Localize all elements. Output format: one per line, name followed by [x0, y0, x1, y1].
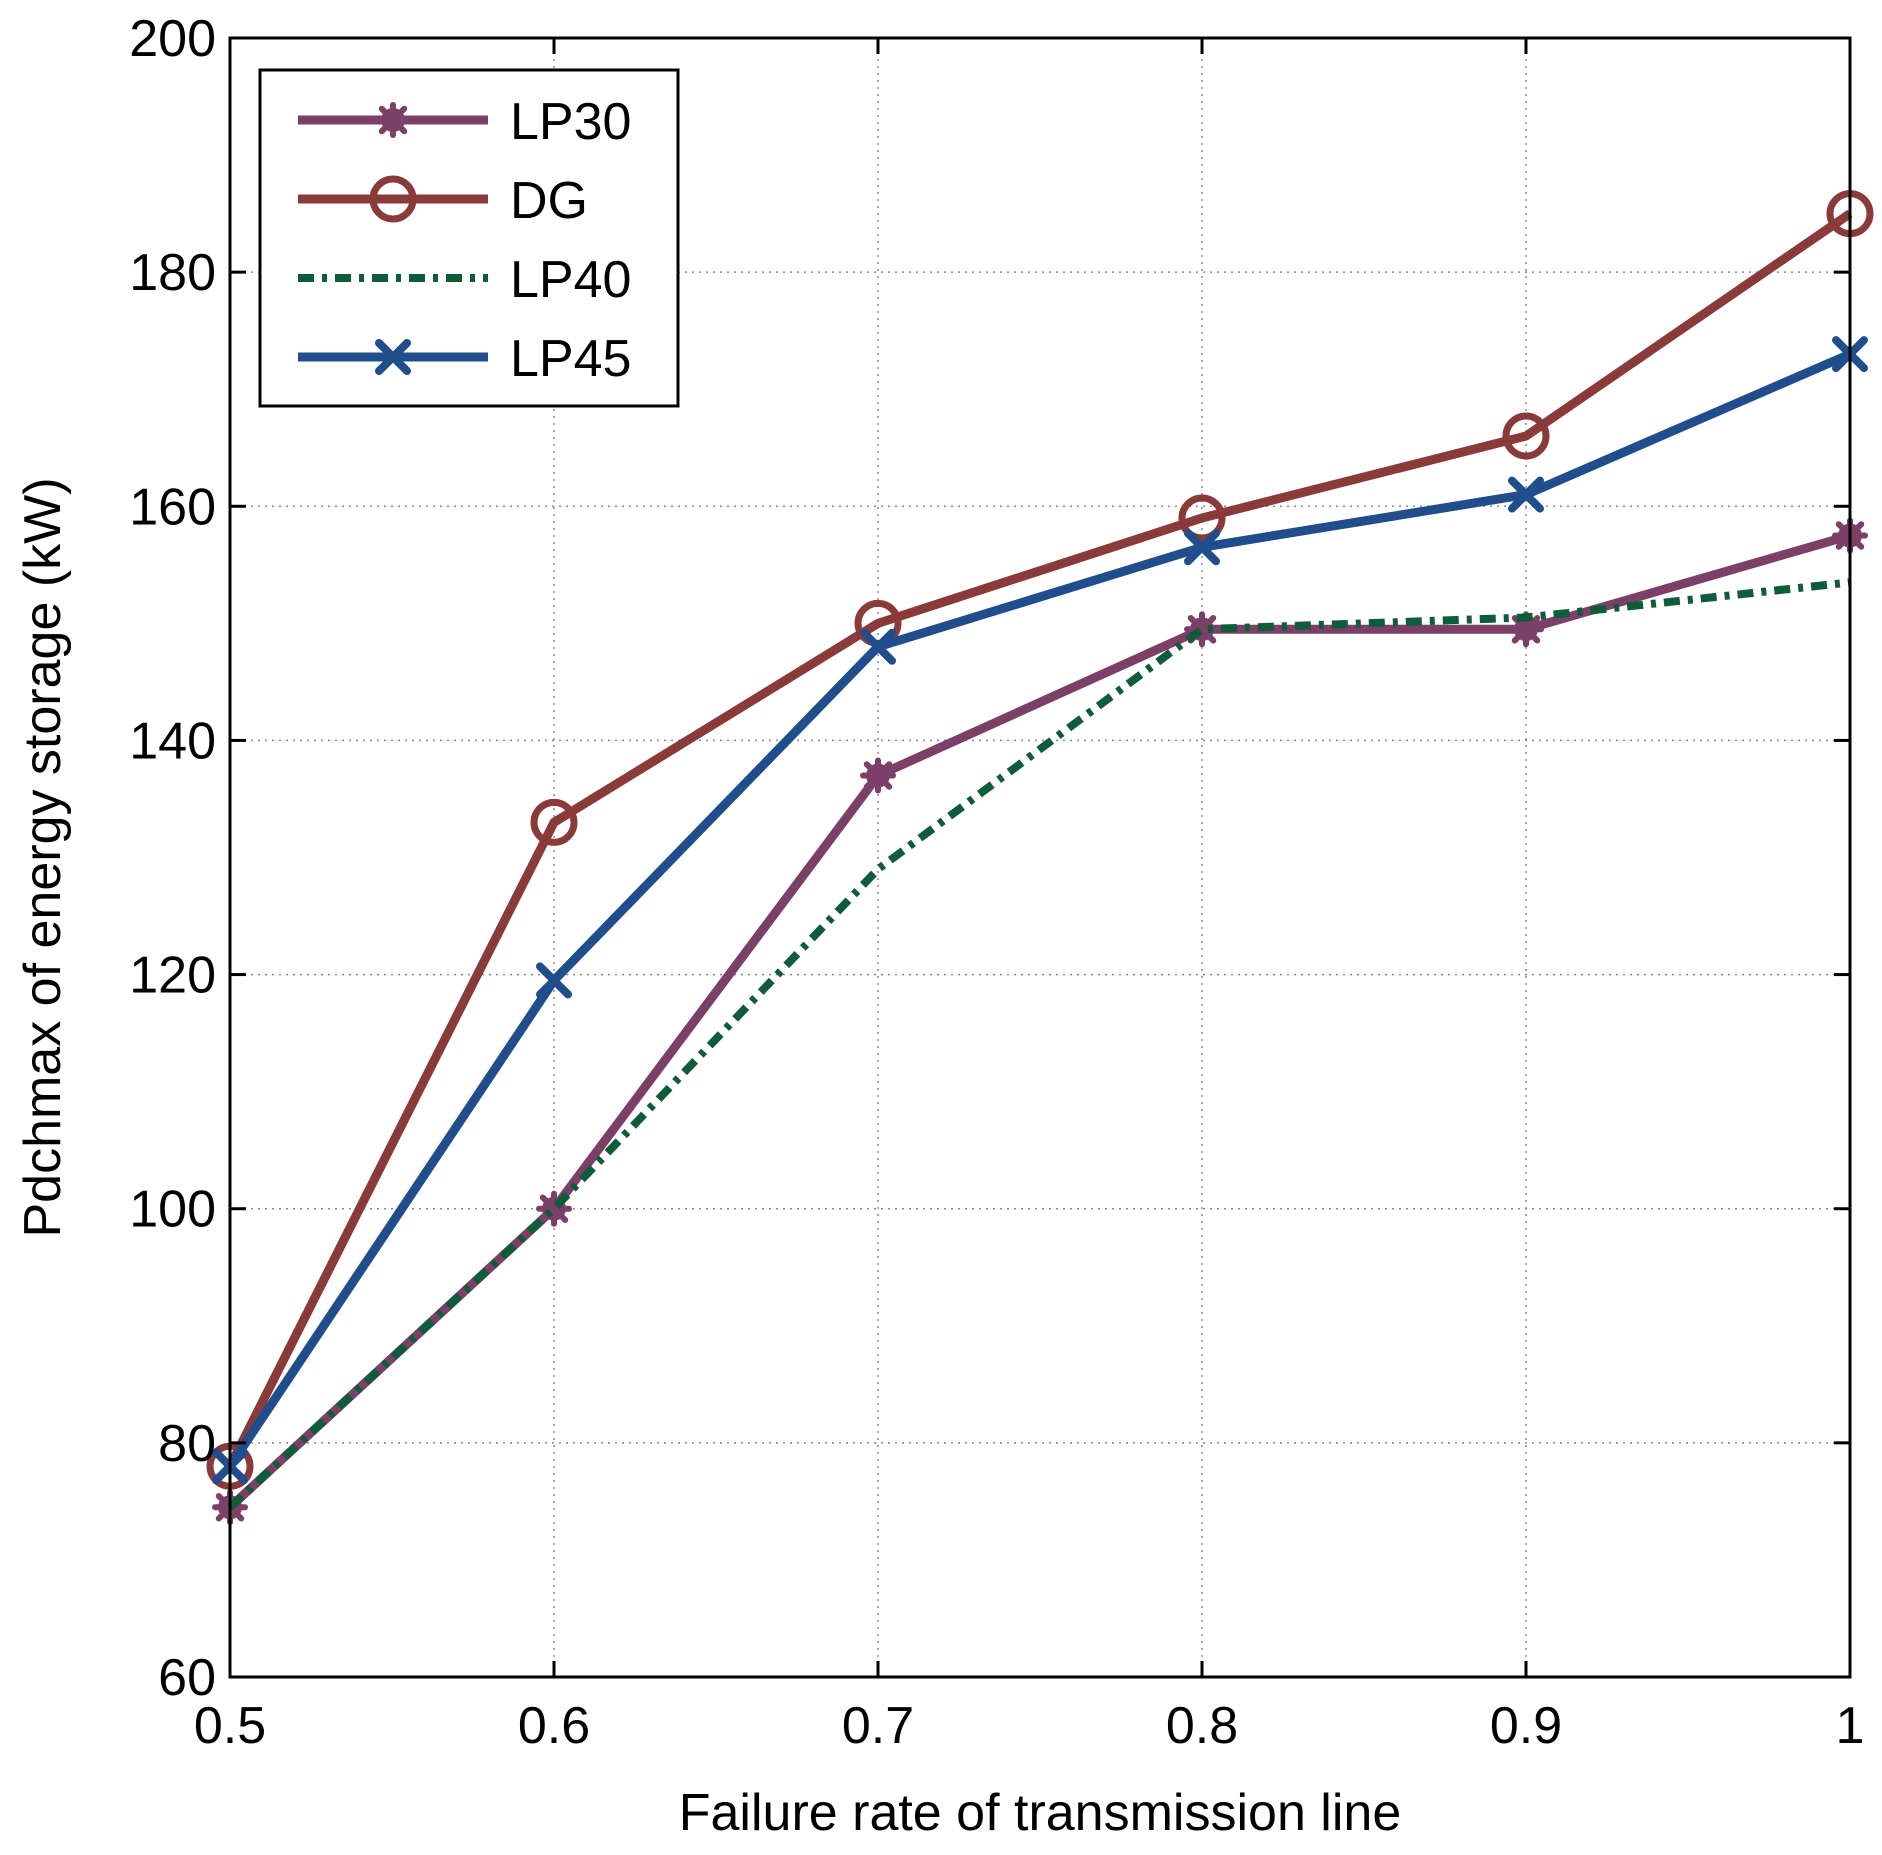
series-dg: [206, 190, 1874, 1490]
legend-marker-lp30: [375, 102, 411, 138]
y-tick-label: 140: [129, 712, 216, 770]
legend-label-dg: DG: [510, 172, 588, 230]
legend-label-lp40: LP40: [510, 251, 631, 309]
asterisk-marker-stroke: [1511, 614, 1541, 644]
x-tick-label: 1: [1836, 1697, 1865, 1755]
x-tick-label: 0.8: [1166, 1697, 1238, 1755]
y-tick-label: 80: [158, 1415, 216, 1473]
x-marker-stroke: [375, 339, 411, 375]
y-tick-label: 60: [158, 1649, 216, 1707]
legend-label-lp45: LP45: [510, 330, 631, 388]
circle-marker-shape: [530, 798, 578, 846]
series-line-dg: [225, 209, 1853, 1469]
data-point-lp45: [536, 962, 572, 999]
asterisk-marker-stroke: [378, 105, 408, 135]
series-line-lp40: [227, 578, 1851, 1511]
series-line-lp45: [226, 349, 1852, 1469]
x-marker-stroke: [860, 628, 896, 665]
circle-marker-shape: [369, 175, 417, 223]
data-point-dg: [1178, 494, 1226, 542]
asterisk-marker-stroke: [863, 761, 893, 790]
x-tick-label: 0.5: [194, 1697, 266, 1755]
y-axis-label: Pdchmax of energy storage (kW): [14, 477, 72, 1237]
data-point-dg: [530, 798, 578, 846]
y-tick-label: 120: [129, 947, 216, 1005]
x-tick-label: 0.6: [518, 1697, 590, 1755]
y-tick-label: 180: [129, 244, 216, 302]
data-point-lp30: [860, 757, 896, 794]
y-tick-label: 100: [129, 1181, 216, 1239]
series-lp40: [227, 578, 1851, 1511]
legend: LP30 DG LP40 LP45: [258, 68, 680, 408]
series-layer: [206, 190, 1874, 1526]
legend-marker-dg: [369, 175, 417, 223]
legend-marker-lp45: [375, 339, 411, 375]
legend-item-lp45: LP45: [298, 330, 631, 388]
legend-label-lp30: LP30: [510, 93, 631, 151]
y-tick-label: 160: [129, 478, 216, 536]
legend-item-lp40: LP40: [298, 251, 631, 309]
legend-item-dg: DG: [298, 172, 588, 230]
x-marker-stroke: [1508, 476, 1544, 513]
plot-frame: [228, 36, 1852, 1679]
x-axis-label: Failure rate of transmission line: [679, 1784, 1402, 1842]
x-marker-stroke: [536, 962, 572, 999]
data-point-dg: [1502, 412, 1550, 460]
x-marker-stroke: [1184, 529, 1220, 566]
data-point-lp45: [860, 628, 896, 665]
circle-marker-shape: [1502, 412, 1550, 460]
x-tick-label: 0.7: [842, 1697, 914, 1755]
y-tick-label: 200: [129, 10, 216, 68]
legend-box: [258, 68, 680, 408]
circle-marker-shape: [1178, 494, 1226, 542]
legend-item-lp30: LP30: [298, 93, 631, 151]
x-tick-label: 0.9: [1490, 1697, 1562, 1755]
data-point-lp45: [1184, 529, 1220, 566]
data-point-lp45: [1508, 476, 1544, 513]
